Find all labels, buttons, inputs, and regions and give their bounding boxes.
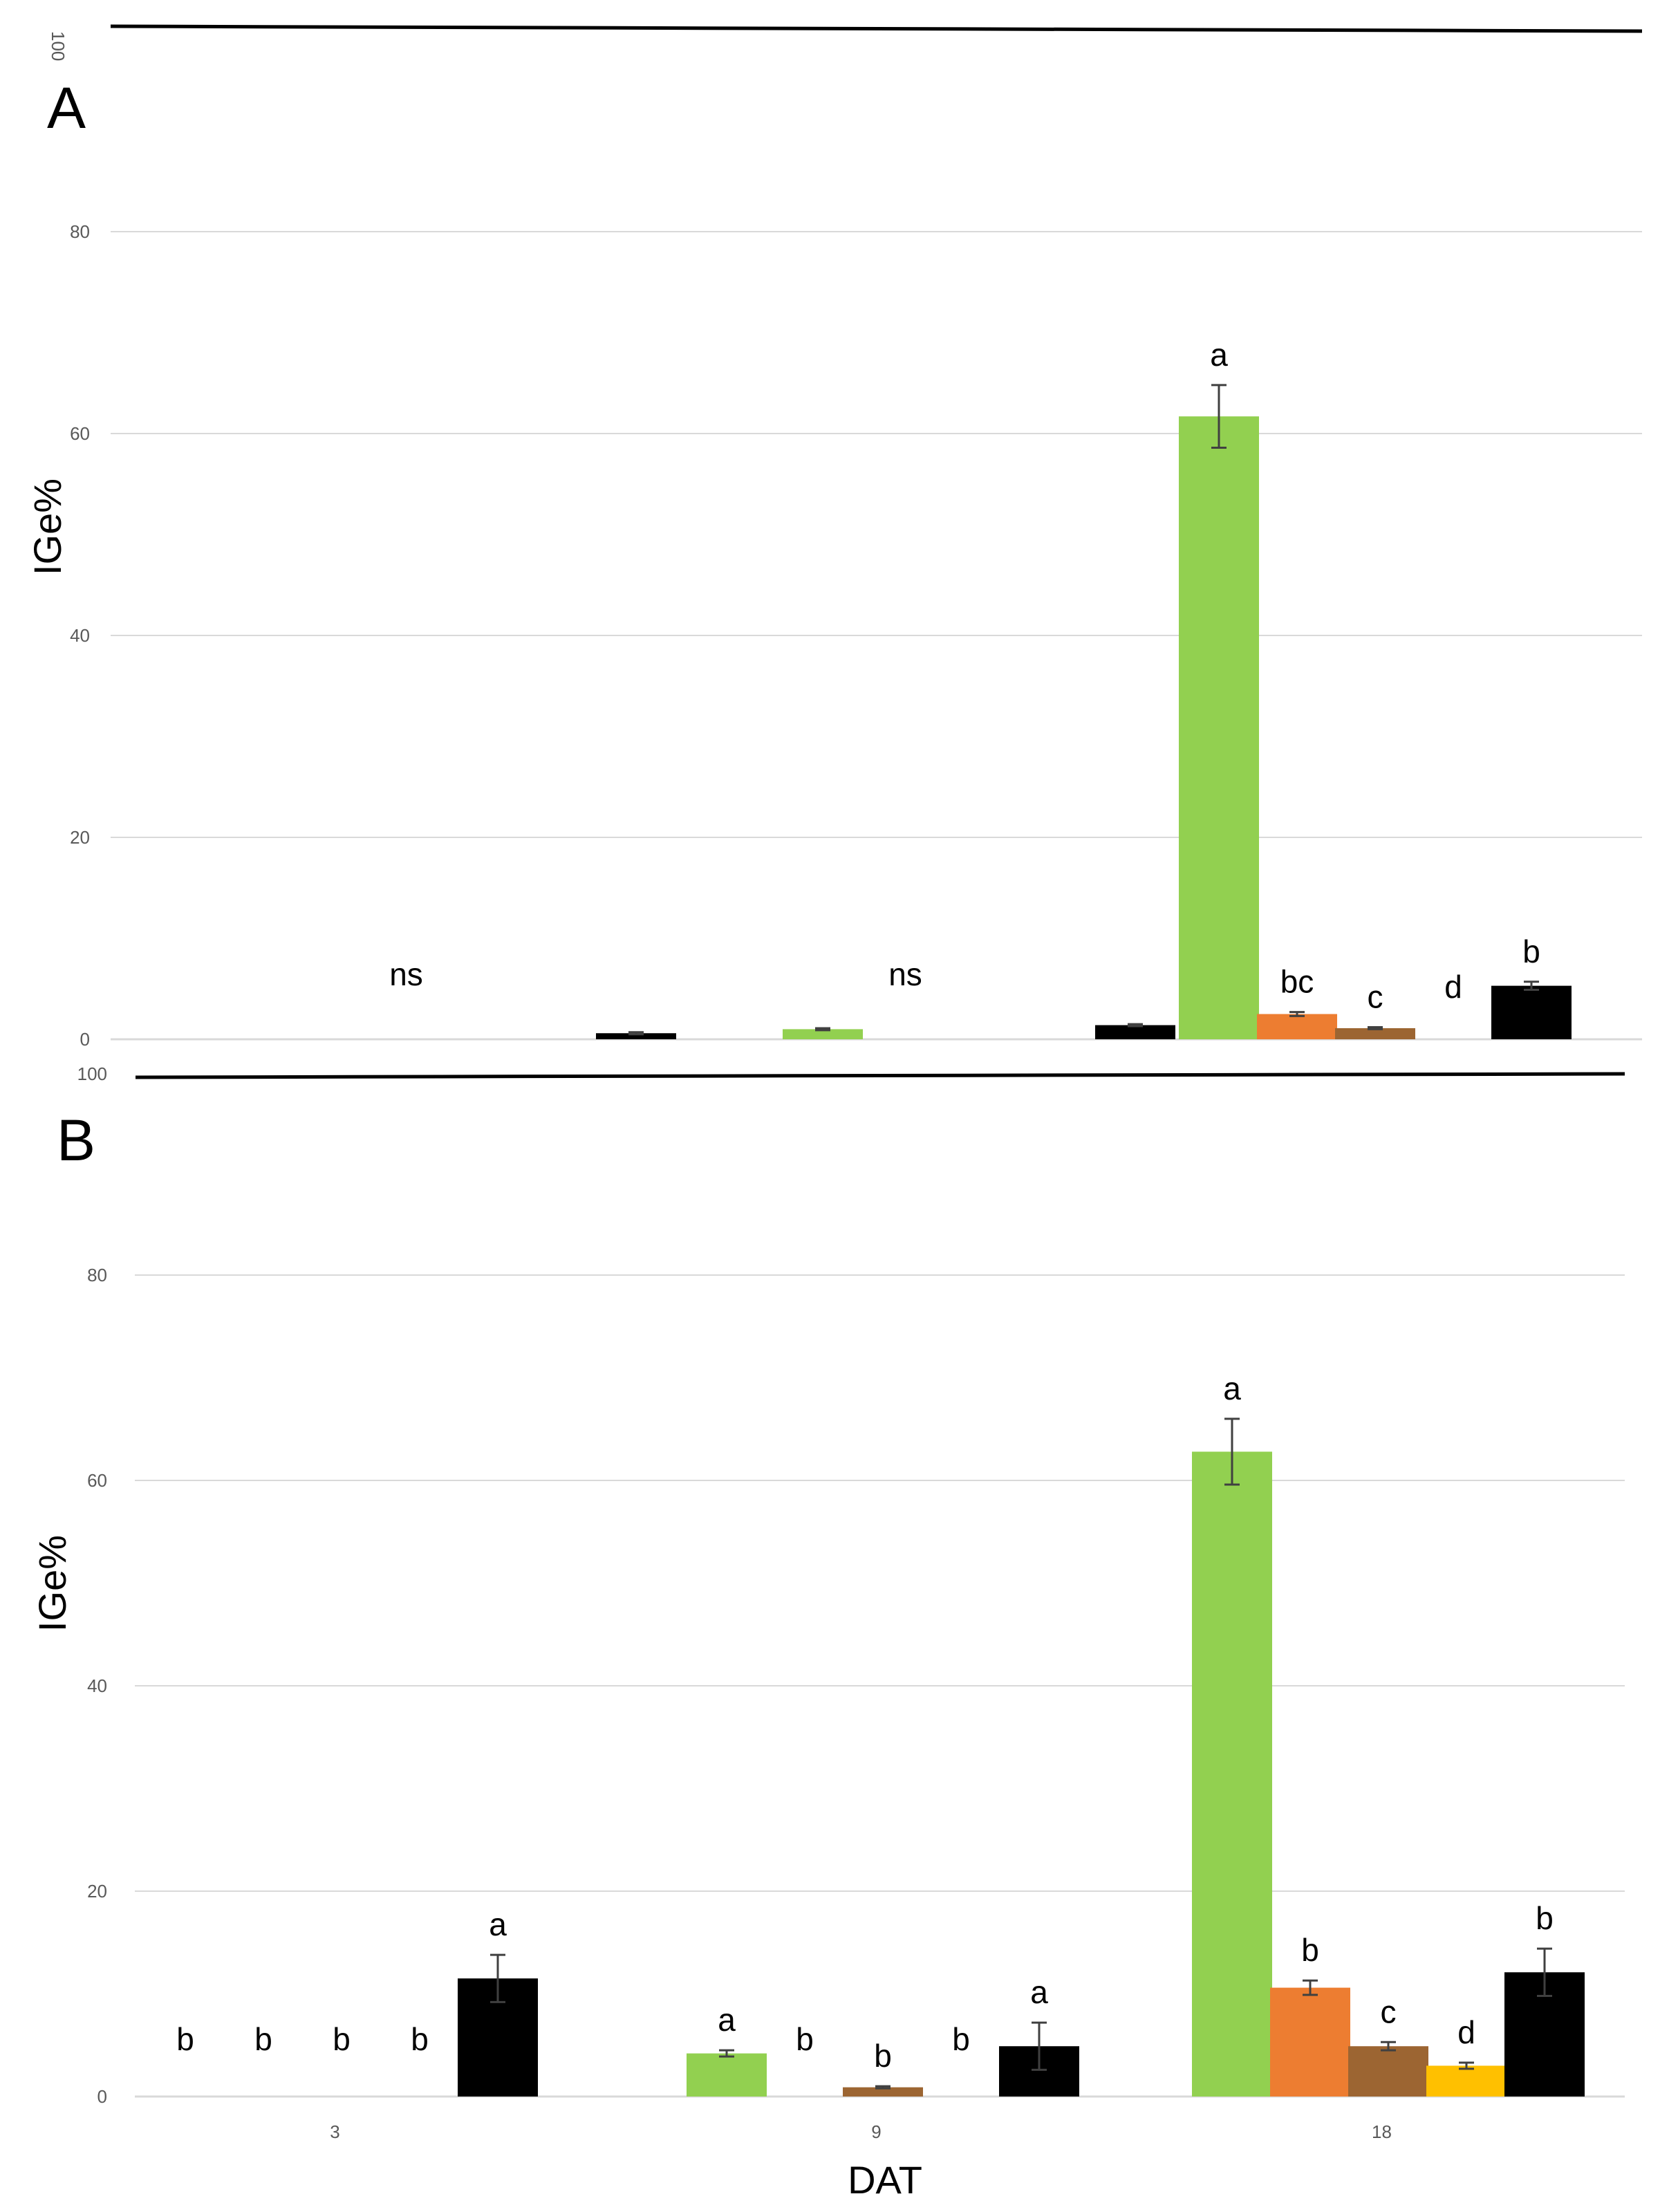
significance-label: b	[1522, 933, 1540, 969]
bar	[1348, 2046, 1428, 2097]
significance-label: b	[1301, 1932, 1319, 1968]
bar	[1192, 1451, 1272, 2097]
x-tick-label: 3	[330, 2121, 339, 2142]
panel-b-ytick-label: 80	[87, 1265, 107, 1285]
significance-label: a	[489, 1906, 507, 1942]
bar	[1270, 1987, 1350, 2097]
significance-label: d	[1444, 969, 1462, 1005]
group-annotation: ns	[888, 956, 922, 992]
panel-a-ytick-label: 80	[70, 221, 90, 242]
significance-label: b	[254, 2021, 272, 2057]
panel-b-letter: B	[57, 1108, 95, 1173]
bar	[1095, 1025, 1175, 1039]
x-tick-label: 9	[871, 2121, 881, 2142]
significance-label: d	[1457, 2014, 1475, 2050]
bar	[1426, 2065, 1507, 2097]
significance-label: bc	[1280, 964, 1314, 1000]
panel-b-ytick-label: 40	[87, 1675, 107, 1696]
group-annotation: ns	[389, 956, 423, 992]
panel-b-ytick-100: 100	[77, 1063, 107, 1084]
bar	[1179, 416, 1259, 1039]
bar	[687, 2053, 767, 2097]
significance-label: b	[333, 2021, 351, 2057]
bar	[783, 1029, 863, 1039]
significance-label: b	[176, 2021, 194, 2057]
bar	[843, 2087, 923, 2097]
bar	[1257, 1014, 1337, 1039]
significance-label: b	[411, 2021, 429, 2057]
bar	[1491, 985, 1572, 1039]
bar	[1335, 1028, 1415, 1039]
middle-separator-line	[135, 1072, 1625, 1079]
panel-b-ytick-label: 60	[87, 1470, 107, 1491]
panel-a-chart: 100 A IGe% 0 20 40 60 80 ns ns a bc c d b	[26, 31, 1642, 1050]
significance-label: b	[952, 2021, 970, 2057]
significance-label: a	[1210, 337, 1228, 373]
significance-label: c	[1381, 1993, 1397, 2029]
panel-b-ylabel: IGe%	[30, 1535, 74, 1632]
bar	[596, 1033, 676, 1039]
panel-a-ytick-100: 100	[48, 31, 68, 61]
significance-label: c	[1368, 978, 1383, 1014]
panel-a-letter: A	[47, 75, 86, 140]
significance-label: a	[718, 2002, 736, 2038]
significance-label: b	[796, 2021, 814, 2057]
panel-a-ytick-label: 20	[70, 827, 90, 848]
panel-a-ytick-label: 0	[80, 1029, 90, 1050]
x-tick-label: 18	[1372, 2121, 1392, 2142]
panel-b-xlabel: DAT	[848, 2158, 922, 2202]
panel-a-ytick-label: 40	[70, 625, 90, 646]
significance-label: b	[874, 2038, 892, 2074]
panel-b-chart: 100 B IGe% DAT 0 20 40 60 80 b b b b a 3 a b b b a 9 a b c d…	[30, 1063, 1625, 2202]
panel-b-ytick-label: 0	[97, 2086, 107, 2107]
top-separator-line	[110, 24, 1643, 33]
significance-label: b	[1536, 1900, 1554, 1936]
panel-a-ytick-label: 60	[70, 423, 90, 444]
panel-b-ytick-label: 20	[87, 1881, 107, 1902]
significance-label: a	[1223, 1370, 1241, 1406]
panel-a-ylabel: IGe%	[26, 478, 69, 575]
significance-label: a	[1030, 1974, 1048, 2010]
